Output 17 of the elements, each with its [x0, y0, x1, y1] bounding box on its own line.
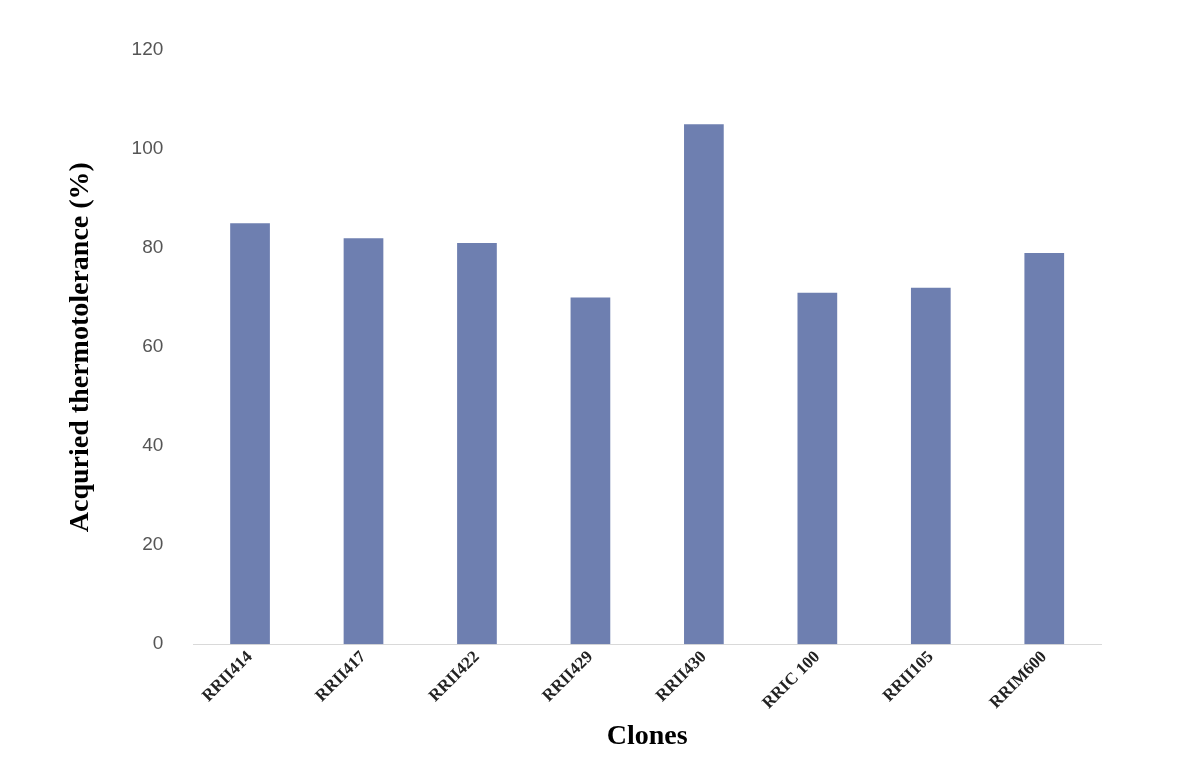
- y-tick-label: 80: [142, 236, 164, 258]
- y-tick-label: 120: [131, 38, 164, 60]
- bar: [343, 238, 384, 645]
- y-axis-title: Acquried thermotolerance (%): [63, 162, 95, 533]
- bar: [797, 292, 838, 645]
- y-tick-label: 100: [131, 137, 164, 159]
- bar: [570, 297, 611, 645]
- bar: [910, 287, 951, 645]
- bar: [457, 243, 497, 645]
- bar: [1024, 253, 1065, 645]
- bar: [684, 124, 724, 645]
- x-axis-title: Clones: [606, 719, 688, 751]
- y-tick-label: 40: [142, 434, 164, 456]
- y-tick-label: 0: [152, 632, 164, 654]
- y-tick-label: 20: [142, 533, 164, 555]
- bar: [230, 223, 270, 645]
- y-tick-label: 60: [142, 335, 164, 357]
